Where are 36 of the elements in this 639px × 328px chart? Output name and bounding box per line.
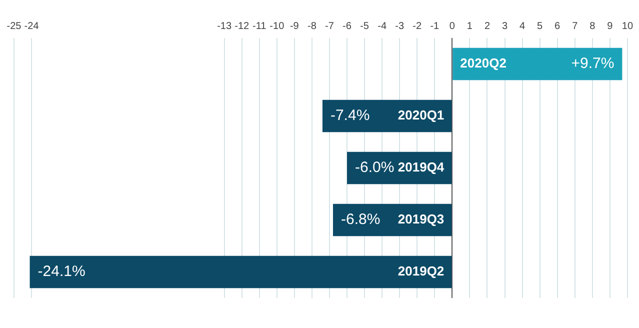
x-tick-label: -25 xyxy=(6,20,22,32)
y-tick-label: 2020Q1 xyxy=(398,108,444,123)
x-tick-label: -2 xyxy=(412,20,422,32)
x-tick-label: -5 xyxy=(360,20,370,32)
x-tick-label: -24 xyxy=(24,20,40,32)
x-tick-label: 8 xyxy=(590,20,596,32)
y-tick-label: 2019Q2 xyxy=(398,264,444,279)
x-tick-label: 9 xyxy=(607,20,614,32)
data-label: -6.8% xyxy=(340,211,380,228)
x-tick-label: -6 xyxy=(342,20,352,32)
x-tick-label: -10 xyxy=(270,20,285,32)
x-tick-label: -9 xyxy=(290,20,300,32)
x-tick-label: 0 xyxy=(449,20,456,32)
x-tick-label: -13 xyxy=(217,20,232,32)
y-tick-label: 2020Q2 xyxy=(460,56,506,71)
data-label: +9.7% xyxy=(571,55,614,72)
x-tick-label: 5 xyxy=(537,20,544,32)
x-tick-label: 6 xyxy=(554,20,561,32)
x-tick-label: 7 xyxy=(572,20,578,32)
data-label: -24.1% xyxy=(38,263,86,280)
x-tick-label: -3 xyxy=(395,20,404,32)
y-tick-label: 2019Q4 xyxy=(398,160,445,175)
y-tick-label: 2019Q3 xyxy=(398,212,444,227)
x-tick-label: -4 xyxy=(378,20,387,32)
x-tick-label: 1 xyxy=(466,20,473,32)
x-tick-label: 4 xyxy=(519,20,526,32)
x-tick-label: -1 xyxy=(430,20,440,32)
data-label: -7.4% xyxy=(330,107,370,124)
x-tick-label: -11 xyxy=(252,20,267,32)
x-tick-label: 10 xyxy=(622,20,634,32)
x-tick-label: -8 xyxy=(308,20,317,32)
x-tick-label: -7 xyxy=(325,20,334,32)
x-tick-label: -12 xyxy=(234,20,250,32)
x-tick-label: 3 xyxy=(502,20,508,32)
data-label: -6.0% xyxy=(355,159,394,176)
x-tick-label: 2 xyxy=(484,20,490,32)
